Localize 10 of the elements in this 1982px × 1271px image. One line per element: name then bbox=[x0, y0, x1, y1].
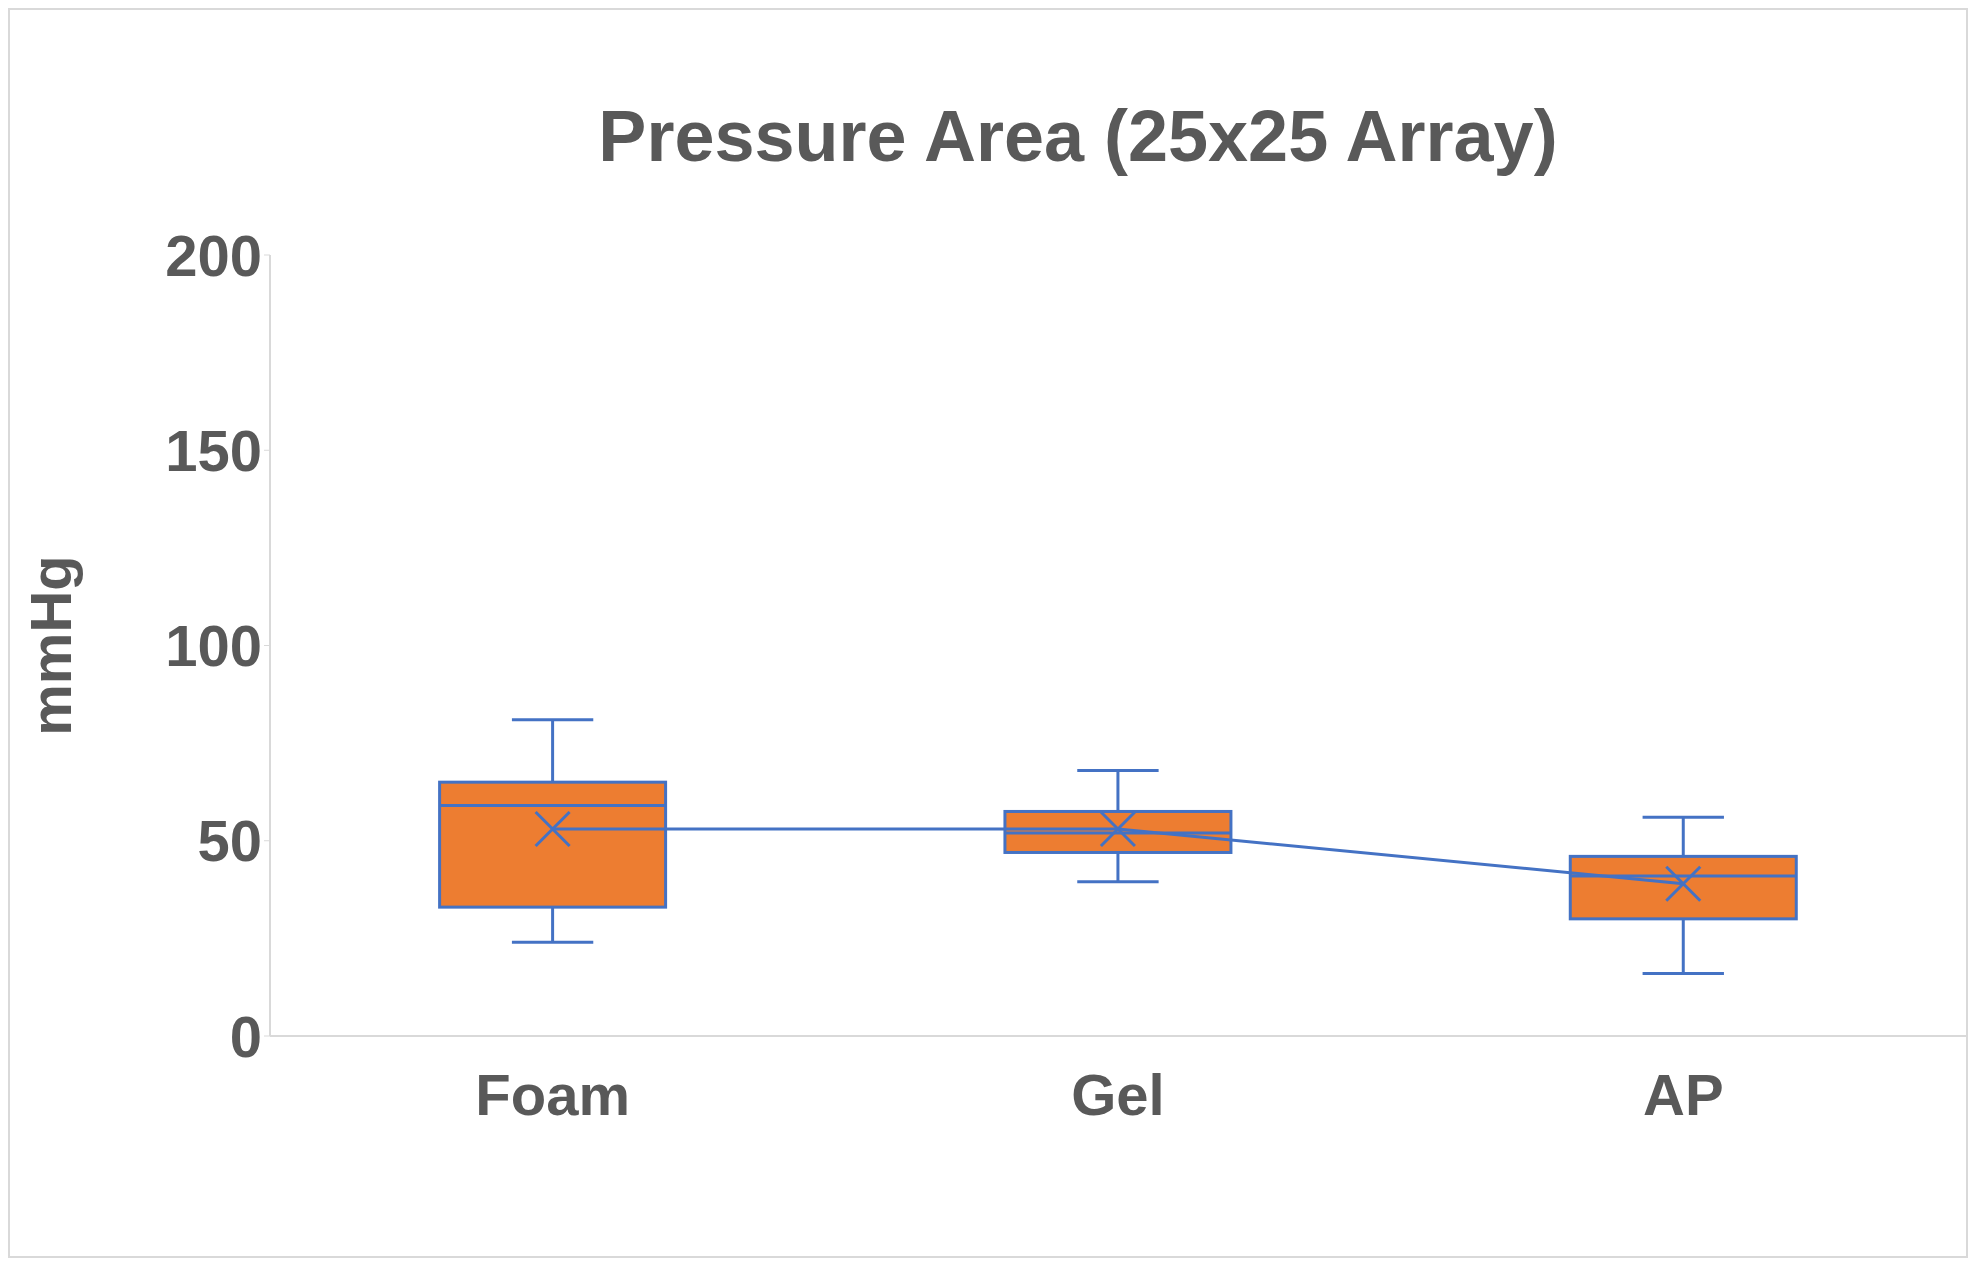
y-tick-label: 50 bbox=[197, 808, 262, 874]
y-tick-label: 0 bbox=[229, 1003, 262, 1069]
y-tick-label: 150 bbox=[165, 417, 262, 483]
chart-title: Pressure Area (25x25 Array) bbox=[597, 95, 1559, 177]
y-tick-label: 100 bbox=[165, 613, 262, 679]
y-tick-label: 200 bbox=[165, 222, 262, 288]
x-tick-label: AP bbox=[1643, 1062, 1724, 1128]
x-tick-label: Foam bbox=[475, 1062, 631, 1128]
x-tick-label: Gel bbox=[1071, 1062, 1165, 1128]
y-axis-title: mmHg bbox=[17, 555, 83, 736]
